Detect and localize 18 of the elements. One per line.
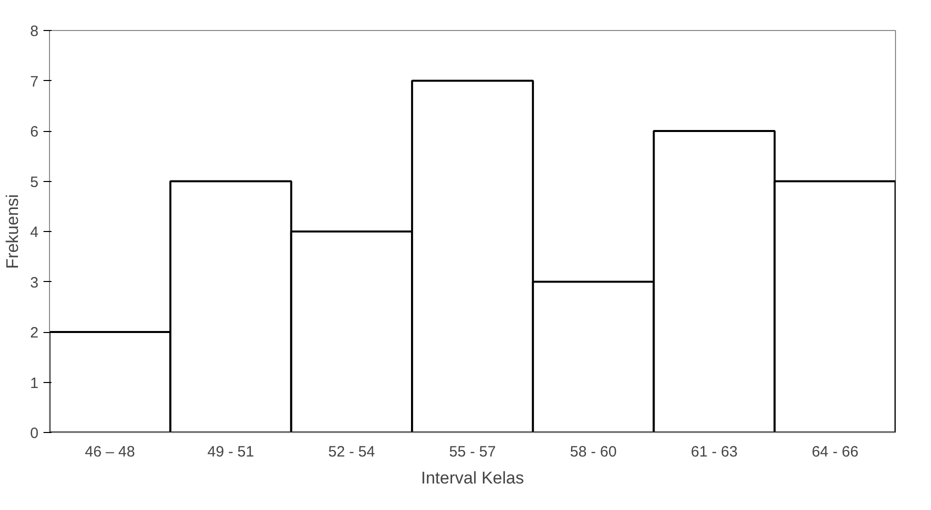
x-tick-label: 49 - 51	[207, 444, 254, 460]
x-tick-label: 64 - 66	[812, 444, 858, 460]
y-tick-label: 5	[30, 174, 38, 191]
x-axis-title: Interval Kelas	[421, 468, 524, 488]
y-tick-label: 4	[30, 224, 38, 241]
x-tick-label: 55 - 57	[449, 444, 496, 460]
y-tick-label: 1	[30, 374, 38, 392]
x-tick-label: 46 – 48	[84, 444, 135, 460]
y-tick-label: 0	[30, 425, 38, 442]
y-tick-label: 2	[30, 324, 38, 342]
y-tick-label: 7	[30, 73, 38, 90]
y-tick-label: 3	[30, 274, 38, 292]
x-tick-label: 52 - 54	[328, 444, 375, 460]
y-tick-label: 6	[30, 124, 38, 140]
x-tick-label: 61 - 63	[690, 444, 738, 460]
y-tick-label: 8	[30, 23, 38, 40]
y-axis-title: Frekuensi	[3, 194, 22, 269]
x-tick-label: 58 - 60	[570, 444, 617, 460]
